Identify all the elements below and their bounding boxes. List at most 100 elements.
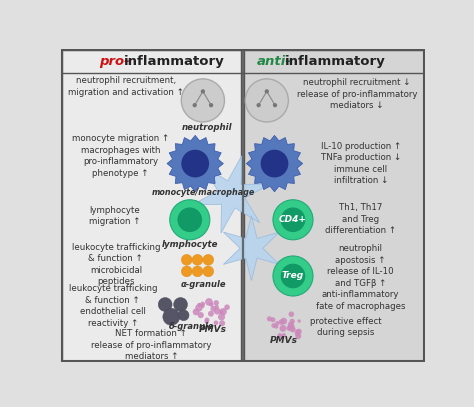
Text: leukocyte trafficking
& function ↑
endothelial cell
reactivity ↑: leukocyte trafficking & function ↑ endot… (69, 284, 157, 328)
Circle shape (295, 331, 301, 337)
Text: PMVs: PMVs (270, 336, 298, 345)
Text: lymphocyte: lymphocyte (162, 240, 218, 249)
Circle shape (214, 320, 219, 325)
Text: leukocyte trafficking
& function ↑
microbicidal
peptides: leukocyte trafficking & function ↑ micro… (72, 243, 160, 286)
Circle shape (182, 150, 209, 177)
Circle shape (256, 103, 261, 107)
Text: IL-10 production ↑
TNFa production ↓
immune cell
infiltration ↓: IL-10 production ↑ TNFa production ↓ imm… (320, 142, 401, 185)
Circle shape (201, 302, 205, 306)
Text: δ-granule: δ-granule (169, 322, 214, 330)
Circle shape (170, 200, 210, 240)
Polygon shape (167, 136, 223, 192)
Polygon shape (246, 136, 303, 192)
Circle shape (210, 306, 216, 312)
Circle shape (279, 335, 283, 339)
Circle shape (264, 89, 269, 94)
Circle shape (281, 264, 305, 288)
Bar (62, 50, 241, 361)
Text: inflammatory: inflammatory (124, 55, 224, 68)
Circle shape (296, 329, 302, 334)
Circle shape (224, 304, 230, 310)
Text: Th1, Th17
and Treg
differentiation ↑: Th1, Th17 and Treg differentiation ↑ (325, 203, 396, 235)
Bar (245, 50, 424, 361)
Circle shape (288, 322, 294, 328)
Circle shape (219, 320, 225, 326)
Circle shape (274, 324, 279, 329)
Circle shape (281, 208, 305, 232)
Circle shape (201, 304, 205, 308)
Text: monocyte migration ↑
macrophages with
pro-inflammatory
phenotype ↑: monocyte migration ↑ macrophages with pr… (72, 134, 169, 177)
Text: α-granule: α-granule (181, 280, 227, 289)
Circle shape (210, 302, 213, 307)
Circle shape (182, 254, 192, 265)
Circle shape (214, 308, 220, 315)
Circle shape (270, 317, 275, 322)
Circle shape (245, 79, 288, 122)
Text: inflammatory: inflammatory (284, 55, 385, 68)
Circle shape (273, 103, 277, 107)
Text: protective effect
during sepsis: protective effect during sepsis (310, 317, 381, 337)
Circle shape (286, 326, 292, 331)
Circle shape (192, 254, 203, 265)
Circle shape (173, 298, 188, 311)
Circle shape (201, 89, 205, 94)
Text: CD4+: CD4+ (279, 215, 307, 224)
Circle shape (198, 312, 204, 318)
Circle shape (289, 311, 294, 317)
Circle shape (218, 313, 225, 320)
Circle shape (163, 309, 180, 325)
Circle shape (282, 333, 286, 337)
Circle shape (271, 323, 276, 328)
Circle shape (273, 256, 313, 296)
Circle shape (198, 303, 201, 306)
Circle shape (277, 333, 282, 337)
Text: PMVs: PMVs (199, 325, 227, 334)
Circle shape (182, 79, 225, 122)
Circle shape (177, 208, 202, 232)
Circle shape (213, 300, 219, 306)
Circle shape (192, 103, 197, 107)
Circle shape (275, 321, 279, 325)
Circle shape (295, 329, 300, 335)
Circle shape (205, 319, 209, 324)
Text: NET formation ↑
release of pro-inflammatory
mediators ↑: NET formation ↑ release of pro-inflammat… (91, 329, 211, 361)
Circle shape (267, 316, 272, 322)
Circle shape (279, 319, 284, 325)
Text: neutrophil recruitment ↓
release of pro-inflammatory
mediators ↓: neutrophil recruitment ↓ release of pro-… (297, 78, 417, 110)
Polygon shape (223, 216, 279, 280)
Circle shape (208, 311, 214, 317)
Circle shape (290, 327, 296, 333)
Circle shape (205, 298, 213, 306)
Circle shape (261, 150, 288, 177)
Circle shape (203, 266, 214, 277)
Text: pro-: pro- (99, 55, 129, 68)
Text: neutrophil
apostosis ↑
release of IL-10
and TGFβ ↑
anti-inflammatory
fate of mac: neutrophil apostosis ↑ release of IL-10 … (316, 245, 405, 311)
Circle shape (295, 333, 301, 339)
Circle shape (280, 318, 287, 324)
Polygon shape (193, 156, 270, 233)
Text: Treg: Treg (282, 271, 304, 280)
Circle shape (219, 310, 223, 314)
Text: anti-: anti- (257, 55, 292, 68)
Circle shape (209, 103, 213, 107)
Circle shape (280, 325, 286, 332)
Text: monocyte/macrophage: monocyte/macrophage (151, 188, 255, 197)
Circle shape (205, 317, 210, 322)
Circle shape (195, 304, 203, 312)
Text: neutrophil recruitment,
migration and activation ↑: neutrophil recruitment, migration and ac… (68, 77, 184, 97)
Circle shape (178, 310, 189, 321)
Circle shape (290, 319, 295, 324)
Text: neutrophil: neutrophil (182, 123, 232, 132)
Circle shape (215, 305, 219, 309)
Circle shape (158, 298, 172, 311)
Circle shape (197, 303, 201, 306)
Text: lymphocyte
migration ↑: lymphocyte migration ↑ (89, 206, 140, 226)
Circle shape (288, 324, 295, 331)
Circle shape (192, 309, 200, 315)
Circle shape (219, 308, 227, 315)
Circle shape (192, 266, 203, 277)
Circle shape (298, 319, 301, 323)
Circle shape (182, 266, 192, 277)
Circle shape (273, 200, 313, 240)
Circle shape (203, 254, 214, 265)
